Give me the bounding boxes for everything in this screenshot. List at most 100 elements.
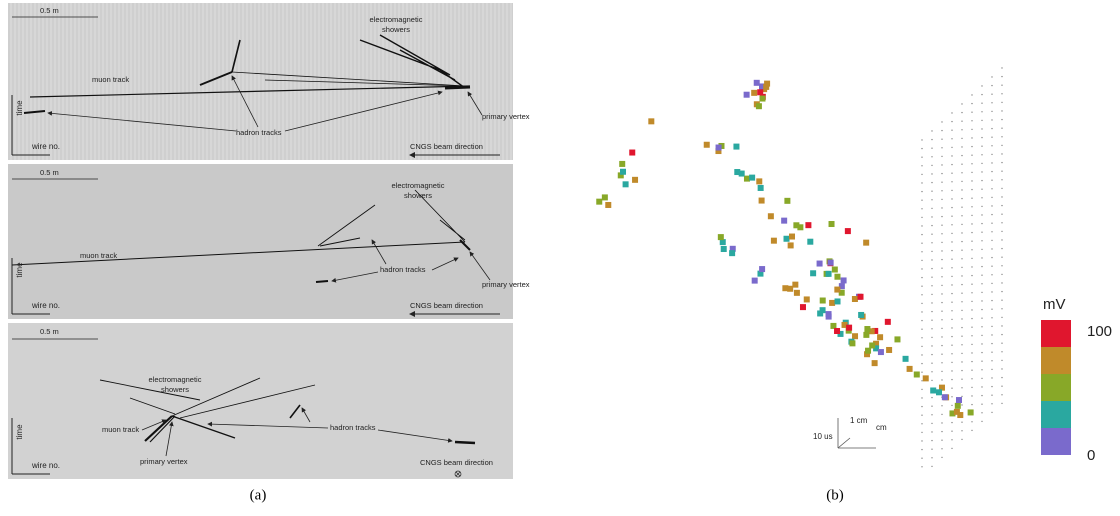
plane-dot	[981, 120, 982, 121]
axis-label: wire no.	[31, 461, 60, 470]
plane-dot	[961, 439, 962, 440]
plane-dot	[931, 294, 932, 295]
plane-dot	[971, 352, 972, 353]
plane-dot	[941, 336, 942, 337]
plane-dot	[971, 284, 972, 285]
plane-dot	[951, 121, 952, 122]
hit-cube	[852, 333, 858, 339]
panel-a: 0.5 m electromagnetic showers muon track…	[8, 3, 530, 503]
plane-dot	[921, 182, 922, 183]
plane-dot	[981, 206, 982, 207]
hit-cube	[826, 271, 832, 277]
label: primary vertex	[140, 457, 188, 466]
plane-dot	[981, 309, 982, 310]
figure: 0.5 m electromagnetic showers muon track…	[0, 0, 1120, 516]
axis-label: time	[15, 262, 24, 278]
hit-cube	[845, 228, 851, 234]
hit-cube	[759, 266, 765, 272]
plane-dot	[971, 155, 972, 156]
plane-dot	[1001, 119, 1002, 120]
plane-dot	[921, 303, 922, 304]
plane-dot	[1001, 300, 1002, 301]
plane-dot	[991, 137, 992, 138]
plane-dot	[971, 275, 972, 276]
hit-cube	[800, 304, 806, 310]
plane-dot	[1001, 205, 1002, 206]
plane-dot	[941, 345, 942, 346]
plane-dot	[981, 412, 982, 413]
plane-dot	[971, 198, 972, 199]
plane-dot	[951, 405, 952, 406]
plane-dot	[981, 137, 982, 138]
plane-dot	[961, 327, 962, 328]
hit-cube	[620, 169, 626, 175]
plane-dot	[941, 311, 942, 312]
plane-dot	[951, 241, 952, 242]
plane-dot	[1001, 128, 1002, 129]
plane-dot	[981, 197, 982, 198]
plane-dot	[1001, 239, 1002, 240]
plane-dot	[941, 164, 942, 165]
body: {"panel_a": {"caption": "(a)", "images":…	[0, 0, 1120, 516]
hit-cube	[914, 371, 920, 377]
plane-dot	[951, 250, 952, 251]
hit-cube	[605, 202, 611, 208]
plane-dot	[941, 242, 942, 243]
plane-dot	[981, 369, 982, 370]
plane-dot	[971, 232, 972, 233]
plane-dot	[961, 129, 962, 130]
plane-dot	[951, 345, 952, 346]
plane-dot	[991, 188, 992, 189]
plane-dot	[921, 148, 922, 149]
plane-dot	[931, 199, 932, 200]
axis-label: time	[15, 424, 24, 440]
plane-dot	[971, 180, 972, 181]
plane-dot	[991, 412, 992, 413]
hit-cube	[834, 328, 840, 334]
plane-dot	[951, 396, 952, 397]
hit-cube	[721, 246, 727, 252]
plane-dot	[981, 335, 982, 336]
hit-cube	[752, 278, 758, 284]
page: Detector event figure html, body { margi…	[0, 0, 1120, 516]
hit-cube	[841, 277, 847, 283]
plane-dot	[961, 422, 962, 423]
plane-dot	[961, 146, 962, 147]
plane-dot	[921, 354, 922, 355]
hit-cube	[758, 185, 764, 191]
label: CNGS beam direction	[410, 142, 483, 151]
event-image	[8, 323, 513, 479]
plane-dot	[941, 440, 942, 441]
label: CNGS beam direction	[420, 458, 493, 467]
hit-cube	[835, 298, 841, 304]
hit-cube	[865, 348, 871, 354]
plane-dot	[951, 216, 952, 217]
plane-dot	[951, 370, 952, 371]
plane-dot	[961, 284, 962, 285]
plane-dot	[931, 440, 932, 441]
hit-cube	[872, 360, 878, 366]
plane-dot	[961, 258, 962, 259]
plane-dot	[971, 266, 972, 267]
plane-dot	[941, 319, 942, 320]
plane-dot	[991, 197, 992, 198]
plane-dot	[941, 199, 942, 200]
plane-dot	[921, 234, 922, 235]
plane-dot	[951, 327, 952, 328]
plane-dot	[921, 440, 922, 441]
plane-dot	[921, 174, 922, 175]
hit-cube	[759, 96, 765, 102]
plane-dot	[971, 370, 972, 371]
hit-cube	[864, 326, 870, 332]
hit-cube	[942, 394, 948, 400]
plane-dot	[961, 241, 962, 242]
plane-dot	[1001, 317, 1002, 318]
hit-cube	[763, 84, 769, 90]
plane-dot	[971, 395, 972, 396]
plane-dot	[921, 449, 922, 450]
plane-dot	[951, 379, 952, 380]
plane-dot	[991, 257, 992, 258]
plane-dot	[921, 389, 922, 390]
plane-dot	[981, 300, 982, 301]
plane-dot	[971, 137, 972, 138]
